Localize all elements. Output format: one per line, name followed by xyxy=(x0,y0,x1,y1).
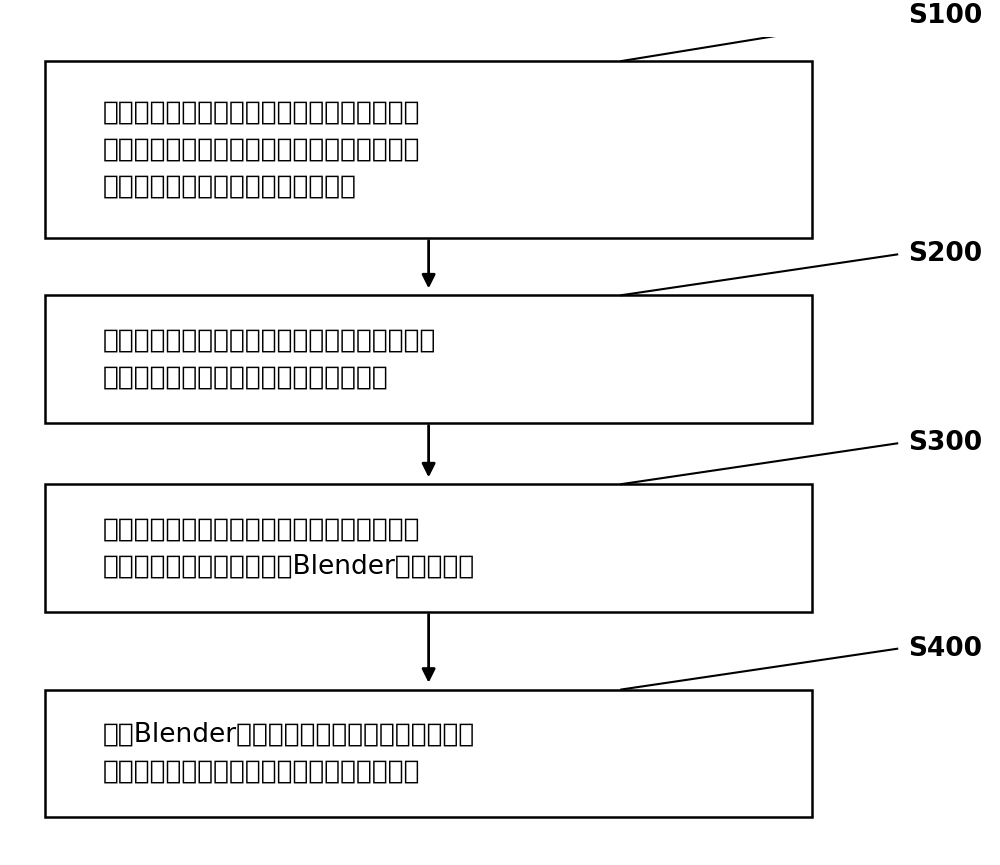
Text: 根据煤柱宽度模型以沿空掘巷煤柱中心线信息
为基础计算模型数据应用于Blender可视化平台: 根据煤柱宽度模型以沿空掘巷煤柱中心线信息 为基础计算模型数据应用于Blender… xyxy=(103,516,475,580)
Text: 利用数据采集卡获取沿空掘巷煤柱基础数据及
沿空掘巷煤柱中心线的坐标信息，分析断面形
状获取代表断面形状的连续特征节点: 利用数据采集卡获取沿空掘巷煤柱基础数据及 沿空掘巷煤柱中心线的坐标信息，分析断面… xyxy=(103,99,420,200)
Bar xyxy=(45,484,812,612)
Text: S100: S100 xyxy=(908,3,982,29)
Bar xyxy=(45,295,812,423)
Text: 依据连续特征节点构建沿空掘巷煤柱宽度模型，
将相邻巷道段做连通处理，生成弧形巷道: 依据连续特征节点构建沿空掘巷煤柱宽度模型， 将相邻巷道段做连通处理，生成弧形巷道 xyxy=(103,328,436,390)
Bar xyxy=(45,61,812,238)
Text: 通过Blender可视化平台的数据变化判断沿空掘
巷煤柱宽度以及相邻连通巷道的几何位置关系: 通过Blender可视化平台的数据变化判断沿空掘 巷煤柱宽度以及相邻连通巷道的几… xyxy=(103,721,475,785)
Text: S300: S300 xyxy=(908,430,982,456)
Text: S200: S200 xyxy=(908,241,982,267)
Text: S400: S400 xyxy=(908,636,982,662)
Bar xyxy=(45,689,812,817)
